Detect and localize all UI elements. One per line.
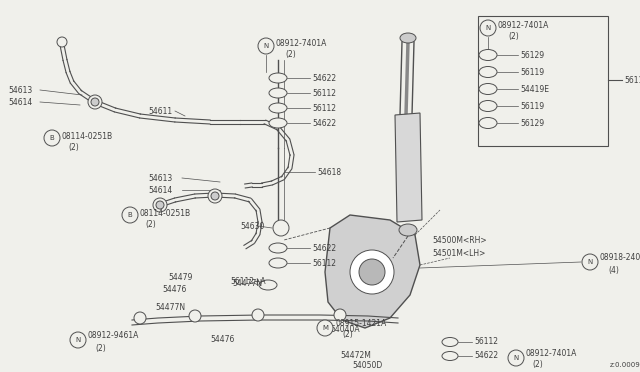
Text: M: M	[322, 325, 328, 331]
Ellipse shape	[269, 243, 287, 253]
Text: 54613: 54613	[148, 173, 172, 183]
Text: 56119: 56119	[520, 102, 544, 110]
Text: 56112: 56112	[312, 89, 336, 97]
Ellipse shape	[442, 352, 458, 360]
Polygon shape	[325, 215, 420, 328]
Ellipse shape	[479, 118, 497, 128]
Ellipse shape	[442, 337, 458, 346]
Text: 54614: 54614	[8, 97, 32, 106]
Circle shape	[211, 192, 219, 200]
Text: 54472M: 54472M	[340, 352, 371, 360]
Text: 54622: 54622	[312, 119, 336, 128]
Ellipse shape	[269, 103, 287, 113]
Text: 56112: 56112	[312, 103, 336, 112]
Circle shape	[334, 309, 346, 321]
Circle shape	[134, 312, 146, 324]
Ellipse shape	[269, 258, 287, 268]
Text: (2): (2)	[68, 142, 79, 151]
Bar	[478, 16, 608, 146]
Circle shape	[57, 37, 67, 47]
Text: 54476: 54476	[162, 285, 186, 295]
Circle shape	[480, 20, 496, 36]
Text: 08918-2401A: 08918-2401A	[600, 253, 640, 263]
Circle shape	[208, 189, 222, 203]
Ellipse shape	[479, 67, 497, 77]
Circle shape	[70, 332, 86, 348]
Text: (2): (2)	[145, 219, 156, 228]
Text: 54050D: 54050D	[352, 362, 382, 371]
Text: 54611: 54611	[148, 106, 172, 115]
Text: 08114-0251B: 08114-0251B	[62, 131, 113, 141]
Text: 56119: 56119	[520, 67, 544, 77]
Text: N: N	[513, 355, 518, 361]
Text: (2): (2)	[342, 330, 353, 340]
Circle shape	[91, 98, 99, 106]
Text: 54476: 54476	[210, 336, 234, 344]
Ellipse shape	[269, 88, 287, 98]
Ellipse shape	[479, 83, 497, 94]
Text: 54622: 54622	[312, 244, 336, 253]
Circle shape	[317, 320, 333, 336]
Text: 08912-7401A: 08912-7401A	[276, 38, 328, 48]
Ellipse shape	[259, 280, 277, 290]
Polygon shape	[395, 113, 422, 222]
Text: (4): (4)	[608, 266, 619, 275]
Text: 56112+A: 56112+A	[230, 278, 266, 286]
Text: 54477N: 54477N	[155, 304, 185, 312]
Circle shape	[44, 130, 60, 146]
Ellipse shape	[269, 118, 287, 128]
Circle shape	[88, 95, 102, 109]
Text: 54622: 54622	[312, 74, 336, 83]
Ellipse shape	[269, 73, 287, 83]
Text: 54613: 54613	[8, 86, 32, 94]
Text: N: N	[76, 337, 81, 343]
Circle shape	[189, 310, 201, 322]
Text: B: B	[50, 135, 54, 141]
Text: N: N	[485, 25, 491, 31]
Text: 08114-0251B: 08114-0251B	[140, 208, 191, 218]
Text: 08912-7401A: 08912-7401A	[526, 350, 577, 359]
Circle shape	[258, 38, 274, 54]
Ellipse shape	[400, 33, 416, 43]
Text: B: B	[127, 212, 132, 218]
Text: 54040A: 54040A	[330, 326, 360, 334]
Text: N: N	[588, 259, 593, 265]
Text: 56110K: 56110K	[624, 76, 640, 84]
Text: (2): (2)	[532, 360, 543, 369]
Text: 54500M<RH>: 54500M<RH>	[432, 235, 486, 244]
Circle shape	[122, 207, 138, 223]
Circle shape	[153, 198, 167, 212]
Text: 08915-1421A: 08915-1421A	[335, 320, 387, 328]
Text: 54630: 54630	[240, 221, 264, 231]
Text: 56112: 56112	[312, 259, 336, 267]
Text: z:0.0009: z:0.0009	[610, 362, 640, 368]
Text: 54618: 54618	[317, 167, 341, 176]
Text: 56129: 56129	[520, 51, 544, 60]
Text: 08912-7401A: 08912-7401A	[498, 20, 549, 29]
Circle shape	[359, 259, 385, 285]
Text: 56112: 56112	[474, 337, 498, 346]
Circle shape	[252, 309, 264, 321]
Text: 54419E: 54419E	[520, 84, 549, 93]
Text: 54614: 54614	[148, 186, 172, 195]
Text: 08912-9461A: 08912-9461A	[88, 331, 140, 340]
Text: 56129: 56129	[520, 119, 544, 128]
Circle shape	[156, 201, 164, 209]
Text: 54622: 54622	[474, 352, 498, 360]
Text: 54501M<LH>: 54501M<LH>	[432, 248, 485, 257]
Ellipse shape	[479, 49, 497, 61]
Circle shape	[273, 220, 289, 236]
Text: (2): (2)	[508, 32, 519, 41]
Text: 54479: 54479	[168, 273, 193, 282]
Circle shape	[508, 350, 524, 366]
Text: 54477N: 54477N	[232, 279, 262, 288]
Text: (2): (2)	[95, 343, 106, 353]
Ellipse shape	[479, 100, 497, 112]
Circle shape	[582, 254, 598, 270]
Circle shape	[350, 250, 394, 294]
Text: N: N	[264, 43, 269, 49]
Text: (2): (2)	[285, 49, 296, 58]
Ellipse shape	[399, 224, 417, 236]
